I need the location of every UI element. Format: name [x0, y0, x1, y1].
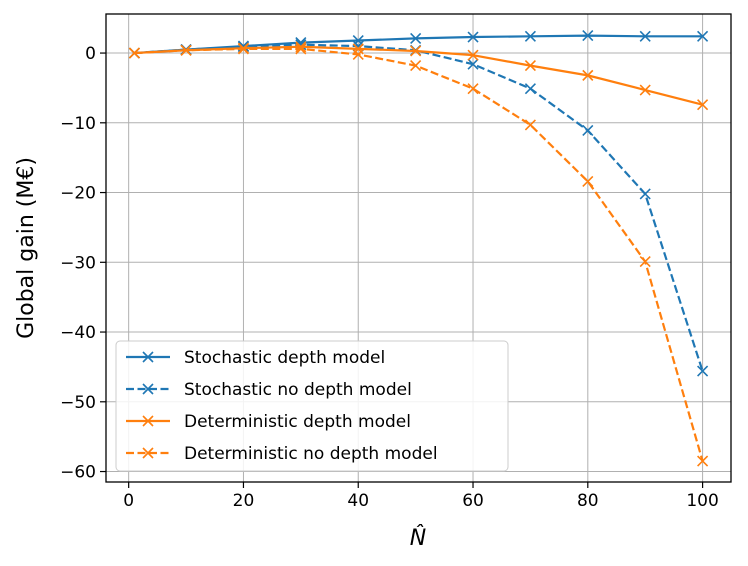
legend: Stochastic depth model Stochastic no dept…: [115, 340, 509, 472]
x-axis-label: N̂: [410, 525, 426, 551]
data-point-stochastic-no-depth-model: [582, 124, 594, 137]
legend-box: [115, 340, 509, 472]
data-point-deterministic-no-depth-model: [639, 256, 651, 268]
y-tick-label: −40: [60, 323, 96, 343]
series-layer: [128, 30, 709, 467]
data-point-deterministic-no-depth-model: [180, 44, 192, 56]
ticks: 0 20 40 60 80 100 0 −10 −20 −30 −40 −50 −60: [60, 44, 719, 511]
y-tick-label: −30: [60, 253, 96, 273]
data-point-deterministic-depth-model: [524, 60, 536, 72]
y-tick-label: −20: [60, 184, 96, 204]
y-tick-label: −60: [60, 463, 96, 483]
series-line-stochastic-no-depth-model: [134, 43, 704, 372]
legend-marker-deterministic-no-depth-model: [142, 447, 154, 459]
data-point-stochastic-no-depth-model: [697, 365, 709, 377]
y-tick-label: −50: [60, 393, 96, 413]
data-point-deterministic-no-depth-model: [410, 60, 422, 72]
data-point-stochastic-no-depth-model: [639, 188, 651, 200]
x-tick-label: 80: [577, 491, 599, 511]
y-tick-label: 0: [85, 44, 96, 64]
data-point-deterministic-depth-model: [697, 99, 709, 111]
legend-label-stochastic-depth-model: Stochastic depth model: [184, 348, 385, 368]
y-axis-label: Global gain (M€): [14, 157, 39, 339]
legend-marker-deterministic-depth-model: [142, 415, 154, 427]
data-point-deterministic-depth-model: [467, 49, 479, 61]
data-point-stochastic-depth-model: [697, 30, 709, 42]
plot-frame: [105, 13, 732, 483]
legend-label-stochastic-no-depth-model: Stochastic no depth model: [184, 380, 412, 400]
series-line-deterministic-depth-model: [134, 45, 703, 106]
x-tick-label: 40: [347, 491, 369, 511]
data-point-deterministic-no-depth-model: [697, 455, 709, 467]
data-point-deterministic-no-depth-model: [352, 48, 364, 61]
x-tick-label: 0: [123, 491, 134, 511]
data-point-stochastic-no-depth-model: [524, 83, 536, 95]
legend-label-deterministic-no-depth-model: Deterministic no depth model: [184, 444, 438, 464]
data-point-deterministic-no-depth-model: [237, 43, 250, 55]
data-point-deterministic-no-depth-model: [524, 119, 536, 131]
legend-marker-stochastic-depth-model: [142, 351, 154, 363]
data-point-stochastic-no-depth-model: [467, 58, 479, 70]
data-point-deterministic-no-depth-model: [295, 43, 307, 55]
x-tick-label: 100: [686, 491, 718, 511]
data-point-deterministic-depth-model: [639, 84, 651, 96]
data-point-deterministic-no-depth-model: [582, 175, 594, 187]
data-point-deterministic-no-depth-model: [467, 83, 479, 95]
x-tick-label: 20: [233, 491, 255, 511]
data-point-deterministic-depth-model: [295, 41, 307, 53]
data-point-deterministic-depth-model: [582, 69, 594, 81]
legend-marker-stochastic-no-depth-model: [142, 383, 154, 395]
data-point-stochastic-depth-model: [467, 31, 479, 43]
legend-label-deterministic-depth-model: Deterministic depth model: [184, 412, 411, 432]
y-tick-label: −10: [60, 114, 96, 134]
data-point-stochastic-depth-model: [582, 30, 594, 42]
data-point-stochastic-no-depth-model: [237, 41, 250, 53]
data-point-deterministic-depth-model: [410, 45, 422, 57]
data-point-stochastic-depth-model: [410, 32, 422, 44]
x-tick-label: 60: [462, 491, 484, 511]
data-point-deterministic-no-depth-model: [128, 47, 140, 59]
data-point-stochastic-depth-model: [639, 30, 651, 42]
data-point-stochastic-depth-model: [524, 30, 536, 42]
